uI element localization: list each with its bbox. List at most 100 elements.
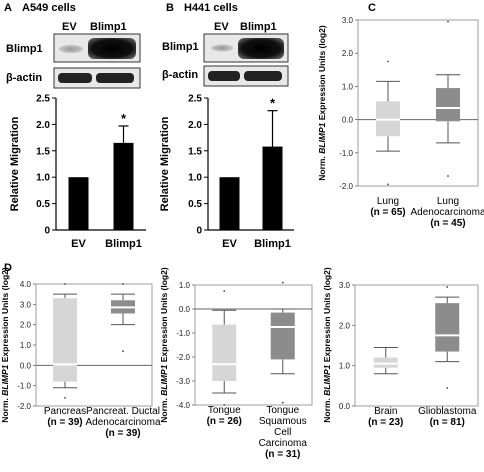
panel-a-band-actin-ev [58,73,92,83]
panel-a-band-ev [59,45,83,53]
y-tick-label: 1.5 [36,146,50,157]
x-group-label: (n = 39) [47,417,82,428]
panel-a-row-actin: β-actin [6,72,42,84]
plot-frame [354,284,479,407]
x-group-label: Lung [377,196,399,207]
panel-b-row-actin: β-actin [162,69,198,81]
significance-star: * [121,111,127,126]
panel-b-lane-blimp1: Blimp1 [240,21,277,33]
outlier-point [281,281,284,284]
y-tick-label: -2.0 [339,182,353,191]
y-label-prefix: Norm. [322,396,332,423]
x-group-label: Pancreas [44,406,86,417]
y-tick-label: 0.5 [36,199,50,210]
outlier-point [122,350,124,352]
outlier-point [447,20,449,23]
y-label-gene: BLIMP1 [322,364,332,395]
x-group-label: Squamous [259,416,307,427]
x-group-label: Tongue [208,405,241,416]
outlier-point [223,404,226,406]
y-tick-label: 2.5 [188,94,202,105]
x-group-label: Tongue [266,405,299,416]
y-tick-label: 0.0 [339,402,351,411]
y-label-gene: BLIMP1 [159,364,169,395]
y-tick-label: 1.0 [342,82,354,91]
outlier-point [446,286,449,288]
bar-blimp1 [113,142,134,230]
y-tick-label: 2.0 [339,321,351,330]
plot-frame [357,19,479,187]
y-tick-label: 1.0 [179,281,191,290]
x-group-label: (n = 65) [370,207,405,218]
x-group-label: Glioblastoma [418,406,477,417]
x-group-label: (n = 26) [207,416,242,427]
outlier-point [447,175,449,177]
outlier-point [281,401,284,404]
x-group-label: (n = 31) [265,449,300,460]
y-tick-label: 0.5 [188,199,202,210]
panel-a-lane-ev: EV [62,21,77,33]
x-category-label: Blimp1 [254,238,291,250]
outlier-point [387,60,389,63]
y-label-suffix: Expression Units (log2) [322,267,332,364]
y-tick-label: -1.0 [17,382,31,391]
y-tick-label: 2.0 [36,120,50,131]
x-group-label: (n = 23) [368,417,403,428]
y-tick-label: -1.0 [339,149,353,158]
panel-b-band-blimp1 [238,38,284,59]
y-label-prefix: Norm. [317,154,327,181]
x-category-label: EV [222,238,237,250]
significance-star: * [270,96,276,111]
y-tick-label: -3.0 [176,377,190,386]
y-label-suffix: Expression Units (log2) [317,25,327,122]
y-tick-label: 2.0 [20,321,32,330]
x-group-label: Pancreat. Ductal [86,406,160,417]
outlier-point [387,183,389,186]
panel-b-band-ev [211,44,233,52]
x-group-label: Brain [374,406,397,417]
y-tick-label: 3.0 [342,16,354,25]
x-group-label: Carcinoma [259,438,308,449]
y-tick-label: 4.0 [20,280,32,289]
y-tick-label: -2.0 [176,353,190,362]
panel-a-row-blimp1: Blimp1 [6,43,43,55]
x-group-label: (n = 45) [430,218,465,229]
y-tick-label: 1.0 [20,341,32,350]
panel-a-lane-blimp1: Blimp1 [90,21,127,33]
bar-ev [219,177,240,230]
panel-a-title: A549 cells [22,2,76,14]
outlier-point [64,396,66,399]
panel-b-lane-ev: EV [214,21,229,33]
y-tick-label: 2.0 [188,120,202,131]
y-tick-label: 2.0 [342,49,354,58]
panel-a-band-actin-blimp1 [96,73,134,83]
y-axis-label: Norm. BLIMP1 Expression Units (log2) [159,267,169,423]
y-axis-label: Relative Migration [159,116,171,211]
y-label-suffix: Expression Units (log2) [159,267,169,364]
box-iqr [53,298,77,382]
y-label-prefix: Norm. [159,396,169,423]
outlier-point [122,283,124,285]
x-group-label: Adenocarcinoma [410,207,484,218]
y-tick-label: 0.0 [342,116,354,125]
panel-b-title: H441 cells [184,2,238,14]
x-group-label: Cell [274,427,291,438]
y-tick-label: 0 [44,226,50,237]
panel-b-band-actin-ev [208,71,240,81]
box-iqr [436,88,460,122]
y-tick-label: 3.0 [339,281,351,290]
y-label-gene: BLIMP1 [0,364,10,395]
x-group-label: (n = 39) [105,428,140,439]
y-label-prefix: Norm. [0,396,10,423]
panel-d-letter: D [4,262,12,274]
panel-c-letter: C [368,2,376,14]
panel-a-band-blimp1 [88,38,136,59]
y-tick-label: 1.0 [36,173,50,184]
box-iqr [212,324,237,381]
y-axis-label: Norm. BLIMP1 Expression Units (log2) [0,267,10,423]
y-tick-label: 3.0 [20,300,32,309]
y-tick-label: -2.0 [17,402,31,411]
